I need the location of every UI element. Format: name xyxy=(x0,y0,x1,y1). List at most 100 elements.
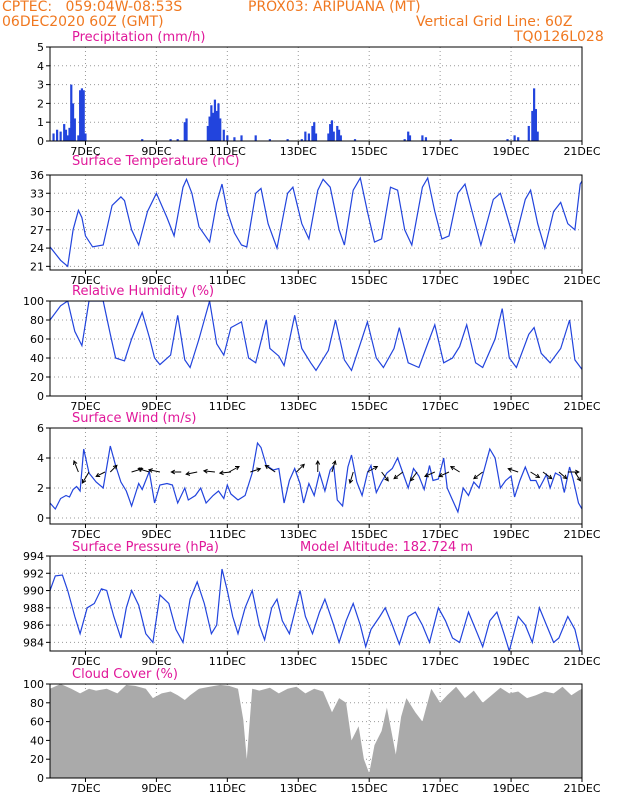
wind-vector-head xyxy=(264,464,270,470)
y-tick-label: 4 xyxy=(37,60,44,73)
x-tick-label: 15DEC xyxy=(351,655,388,668)
wind-vector xyxy=(203,470,215,473)
wind-vector-head xyxy=(507,467,513,472)
wind-vector-head xyxy=(449,465,455,471)
wind-vector xyxy=(410,471,418,482)
y-tick-label: 80 xyxy=(30,697,44,710)
x-tick-label: 7DEC xyxy=(70,655,100,668)
precip-bar xyxy=(63,124,66,141)
precip-bar xyxy=(79,90,82,141)
x-tick-label: 11DEC xyxy=(209,145,246,158)
y-tick-label: 988 xyxy=(23,602,44,615)
x-tick-label: 9DEC xyxy=(141,655,171,668)
y-tick-label: 30 xyxy=(30,206,44,219)
precip-bar xyxy=(421,135,424,141)
panel-frame xyxy=(49,555,583,652)
x-tick-label: 9DEC xyxy=(141,400,171,413)
wind-vector xyxy=(138,468,150,473)
series-line xyxy=(50,301,582,372)
y-tick-label: 24 xyxy=(30,242,44,255)
precip-bar xyxy=(268,139,271,141)
precip-bar xyxy=(233,137,236,141)
precip-bar xyxy=(185,118,188,141)
x-tick-label: 13DEC xyxy=(280,145,317,158)
y-tick-label: 21 xyxy=(30,260,44,273)
precip-bar xyxy=(517,137,520,141)
y-tick-label: 986 xyxy=(23,619,44,632)
precip-bar xyxy=(300,139,303,141)
precip-bar xyxy=(226,135,229,141)
precip-bar xyxy=(71,103,75,141)
x-tick-label: 7DEC xyxy=(70,400,100,413)
header-model: TQ0126L028 xyxy=(514,29,604,45)
x-tick-label: 19DEC xyxy=(493,145,530,158)
x-tick-label: 19DEC xyxy=(493,782,530,795)
panel-frame xyxy=(49,300,583,397)
precip-bar xyxy=(314,133,318,141)
panel-title: Surface Wind (m/s) xyxy=(72,411,196,426)
precip-bar xyxy=(208,116,211,141)
wind-vector xyxy=(438,471,450,477)
x-tick-label: 13DEC xyxy=(280,782,317,795)
panel-title: Surface Temperature (nC) xyxy=(72,154,240,169)
precip-bar xyxy=(408,135,412,141)
wind-vector xyxy=(250,468,261,473)
precip-bar xyxy=(254,135,257,141)
wind-vector xyxy=(574,471,581,482)
x-tick-label: 15DEC xyxy=(351,145,388,158)
wind-vector xyxy=(530,471,540,478)
precip-bar xyxy=(506,139,509,141)
series-line xyxy=(50,176,582,268)
wind-vector-head xyxy=(112,464,118,470)
wind-vector-head xyxy=(202,468,208,474)
precip-bar xyxy=(286,139,289,141)
wind-vector xyxy=(424,471,436,477)
x-tick-label: 7DEC xyxy=(70,274,100,287)
y-tick-label: 1 xyxy=(37,116,44,129)
precip-bar xyxy=(212,112,215,141)
y-tick-label: 60 xyxy=(30,716,44,729)
series-line xyxy=(50,568,581,651)
precip-bar xyxy=(424,137,428,141)
wind-vector xyxy=(473,471,483,480)
x-tick-label: 11DEC xyxy=(209,782,246,795)
wind-vector xyxy=(265,464,276,473)
panel-title: Surface Pressure (hPa) xyxy=(72,540,219,555)
wind-vector-head xyxy=(81,478,87,484)
wind-vector-head xyxy=(256,467,262,472)
precip-bar xyxy=(332,131,335,141)
y-tick-label: 0 xyxy=(37,772,44,785)
x-tick-label: 7DEC xyxy=(70,782,100,795)
precip-bar xyxy=(531,110,534,141)
precip-bar xyxy=(403,139,406,141)
precip-bar xyxy=(533,88,536,141)
y-tick-label: 994 xyxy=(23,550,44,563)
panel-frame xyxy=(49,174,583,271)
precip-bar xyxy=(527,125,530,141)
precip-bar xyxy=(217,103,220,141)
x-tick-label: 7DEC xyxy=(70,145,100,158)
y-tick-label: 2 xyxy=(37,482,44,495)
y-tick-label: 100 xyxy=(23,295,44,308)
precip-bar xyxy=(353,139,357,141)
precip-bar xyxy=(84,133,87,141)
precip-bar xyxy=(206,125,209,141)
precip-bar xyxy=(449,139,452,141)
precip-bar xyxy=(66,135,69,141)
x-tick-label: 21DEC xyxy=(563,782,600,795)
precip-bar xyxy=(336,125,339,141)
header-location: PROX03: ARIPUANA (MT) xyxy=(248,0,421,15)
x-tick-label: 13DEC xyxy=(280,274,317,287)
precip-bar xyxy=(176,139,179,141)
panel-frame xyxy=(49,46,583,142)
precip-bar xyxy=(68,127,71,141)
wind-vector-head xyxy=(423,472,429,478)
x-tick-label: 21DEC xyxy=(563,400,600,413)
precip-bar xyxy=(77,135,80,141)
x-tick-label: 17DEC xyxy=(422,528,459,541)
wind-vector-head xyxy=(373,465,379,471)
y-tick-label: 60 xyxy=(30,333,44,346)
y-tick-label: 2 xyxy=(37,97,44,110)
panel-subtitle: Model Altitude: 182.724 m xyxy=(300,540,473,555)
wind-vector xyxy=(558,471,567,479)
